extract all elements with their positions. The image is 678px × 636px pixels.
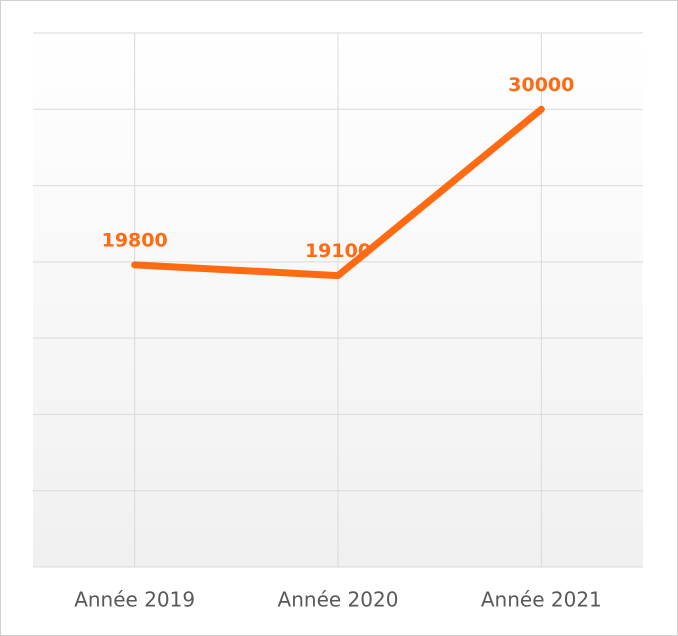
x-tick-label: Année 2021 bbox=[481, 588, 602, 612]
x-tick-label: Année 2020 bbox=[278, 588, 399, 612]
data-label: 19100 bbox=[305, 240, 371, 262]
data-label: 30000 bbox=[508, 74, 574, 96]
data-line bbox=[131, 105, 545, 280]
data-label: 19800 bbox=[102, 229, 168, 251]
x-tick-label: Année 2019 bbox=[74, 588, 195, 612]
